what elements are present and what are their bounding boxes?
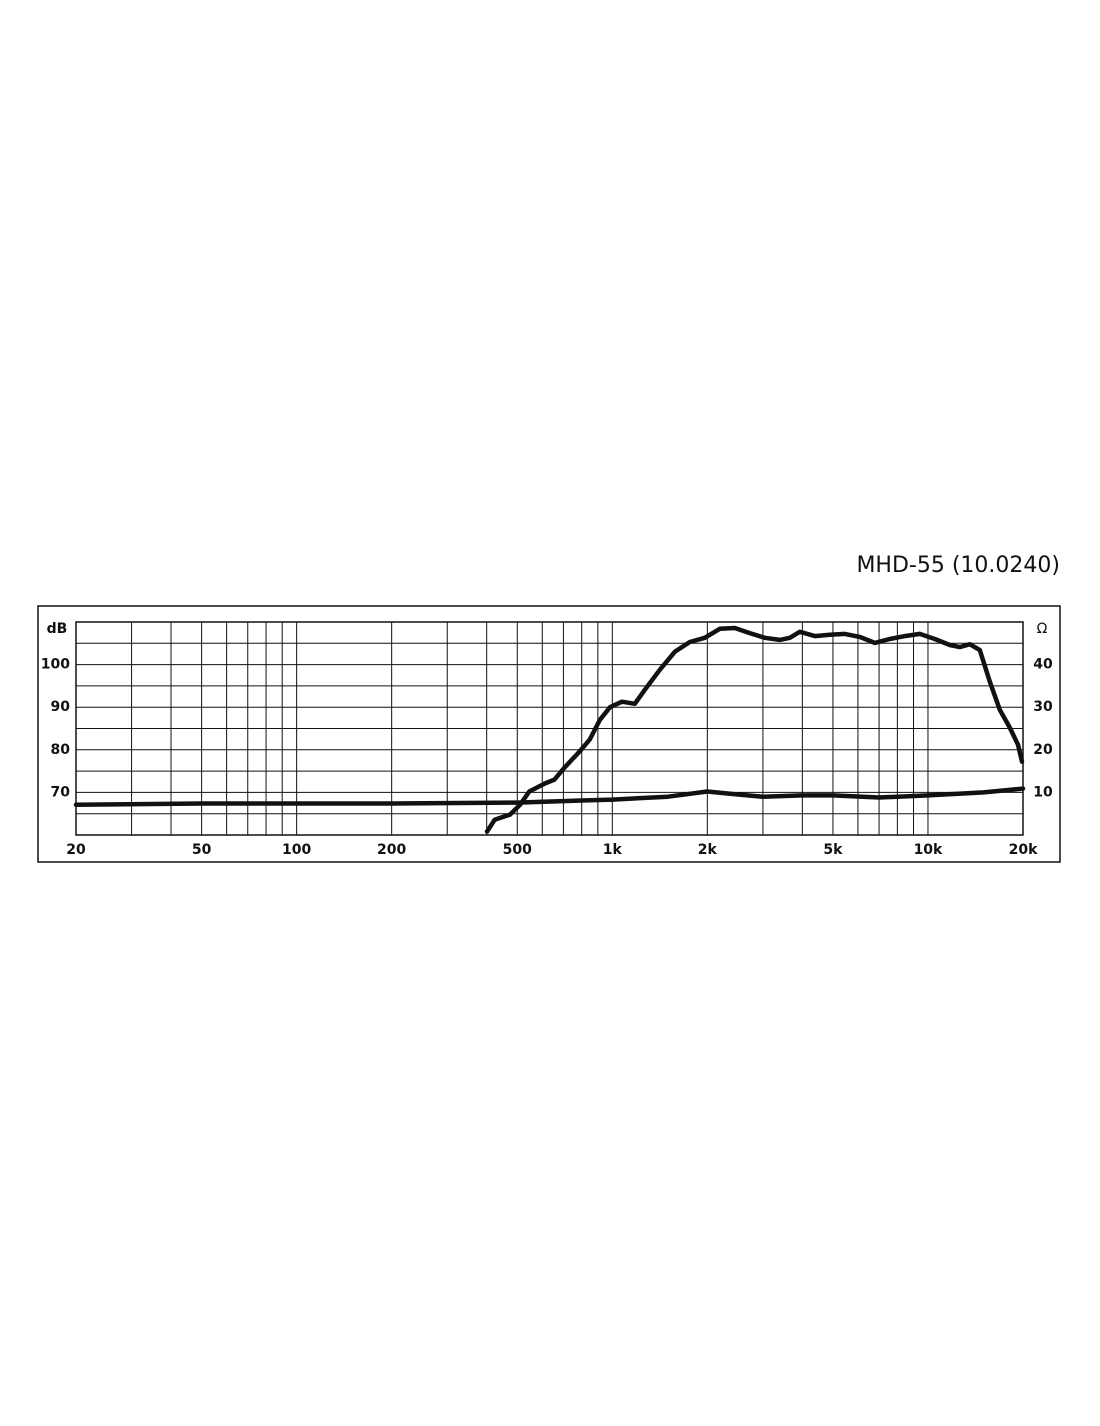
x-tick-label: 1k <box>603 842 623 858</box>
y2-tick-label: 30 <box>1033 699 1053 715</box>
x-tick-label: 100 <box>282 842 311 858</box>
data-line <box>73 786 1026 808</box>
y2-tick-label: 20 <box>1033 742 1053 758</box>
y-axis-label: dB <box>47 621 68 637</box>
y2-tick-label: 40 <box>1033 657 1053 673</box>
y-tick-label: 80 <box>51 742 71 758</box>
data-line <box>484 625 1025 834</box>
x-tick-label: 5k <box>823 842 843 858</box>
y2-axis-label: Ω <box>1037 621 1048 637</box>
y-tick-label: 70 <box>51 784 71 800</box>
y-tick-label: 100 <box>41 657 70 673</box>
frame <box>37 605 1061 863</box>
x-tick-label: 200 <box>377 842 406 858</box>
x-tick-label: 500 <box>503 842 532 858</box>
chart-title: MHD-55 (10.0240) <box>856 553 1060 578</box>
x-tick-label: 20k <box>1009 842 1038 858</box>
x-tick-label: 2k <box>698 842 718 858</box>
y2-tick-label: 10 <box>1033 784 1053 800</box>
x-tick-label: 50 <box>192 842 212 858</box>
y-tick-label: 90 <box>51 699 71 715</box>
x-tick-label: 10k <box>914 842 943 858</box>
x-tick-label: 20 <box>66 842 86 858</box>
